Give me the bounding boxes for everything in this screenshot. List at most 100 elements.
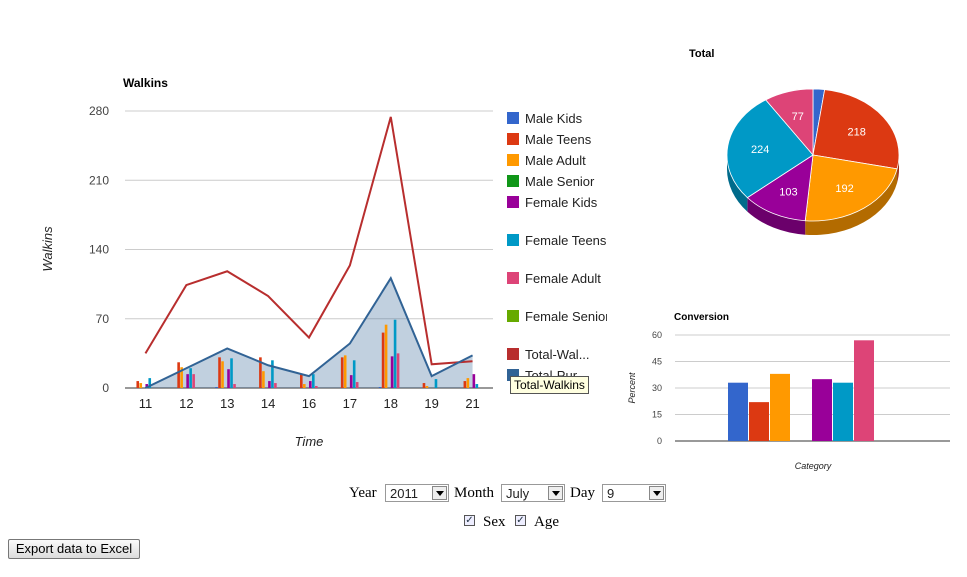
bar: [227, 369, 230, 388]
day-select[interactable]: 9: [602, 484, 666, 502]
pie-slice-label: 224: [751, 144, 769, 156]
legend-label: Male Kids: [525, 111, 583, 126]
export-to-excel-button[interactable]: Export data to Excel: [8, 539, 140, 559]
bar: [192, 374, 195, 388]
bar: [355, 382, 359, 388]
bar: [312, 374, 315, 388]
legend-label: Male Teens: [525, 132, 592, 147]
legend-label: Male Senior: [525, 174, 595, 189]
walkins-y-axis-label: Walkins: [40, 226, 55, 272]
legend-swatch: [507, 175, 519, 187]
area-fill: [145, 278, 473, 388]
x-tick-label: 16: [302, 396, 316, 411]
legend-label: Female Teens: [525, 233, 607, 248]
day-select-value: 9: [607, 486, 615, 501]
x-tick-label: 19: [424, 396, 438, 411]
x-tick-label: 21: [465, 396, 479, 411]
bar: [463, 381, 467, 388]
bar: [770, 373, 790, 441]
bar: [177, 362, 180, 388]
conversion-chart-title: Conversion: [674, 312, 730, 323]
bar: [262, 371, 265, 388]
bar: [833, 382, 853, 441]
sex-checkbox-label: Sex: [483, 514, 506, 530]
pie-slice: [765, 88, 814, 157]
bar: [422, 383, 426, 388]
bar: [145, 384, 149, 388]
chevron-down-icon: [432, 486, 447, 500]
year-label: Year: [349, 485, 377, 501]
bar: [390, 356, 394, 388]
bar: [215, 387, 218, 388]
bar: [349, 375, 353, 388]
check-icon: ✓: [465, 515, 474, 526]
bar: [300, 374, 303, 388]
y-tick-label: 280: [89, 104, 109, 118]
sex-checkbox[interactable]: ✓: [464, 515, 475, 526]
legend-label: Female Senior: [525, 309, 607, 324]
month-label: Month: [454, 485, 495, 501]
bar: [378, 387, 382, 388]
bar: [186, 374, 189, 388]
pie-chart[interactable]: 218 192 103 224 77: [715, 80, 915, 250]
bar: [148, 378, 152, 388]
pie-slice-label: 192: [835, 183, 853, 195]
bar: [230, 358, 233, 388]
pie-slice: [804, 154, 898, 222]
bar: [472, 374, 476, 388]
y-tick-label: 0: [657, 436, 662, 446]
walkins-x-axis-label: Time: [295, 434, 324, 449]
pie-slice: [726, 99, 814, 199]
bar: [233, 384, 236, 388]
month-select[interactable]: July: [501, 484, 565, 502]
bar: [309, 381, 312, 388]
pie-side: [727, 155, 748, 212]
pie-slice: [812, 89, 900, 170]
bar: [466, 378, 470, 388]
y-tick-label: 15: [652, 410, 662, 420]
x-tick-label: 12: [179, 396, 193, 411]
x-tick-label: 18: [384, 396, 398, 411]
legend-label: Female Kids: [525, 195, 598, 210]
bar: [393, 319, 397, 388]
series-line: [144, 116, 473, 366]
age-checkbox[interactable]: ✓: [515, 515, 526, 526]
bar: [221, 361, 224, 388]
bar: [303, 384, 306, 388]
series-tooltip: Total-Walkins: [510, 376, 589, 394]
pie-slice-label: 218: [847, 127, 865, 139]
conversion-x-axis-label: Category: [795, 461, 832, 471]
pie-slice-label: 103: [779, 186, 797, 198]
bar: [396, 353, 400, 388]
conversion-y-axis-label: Percent: [627, 372, 637, 404]
series-line: [145, 276, 474, 389]
bar: [384, 324, 388, 388]
y-tick-label: 140: [89, 243, 109, 257]
conversion-chart[interactable]: 0 15 30 45 60 Percent Category: [620, 320, 960, 480]
legend-swatch: [507, 234, 519, 246]
bar: [343, 355, 347, 388]
year-select[interactable]: 2011: [385, 484, 449, 502]
bar: [259, 357, 262, 388]
bar: [854, 340, 874, 441]
legend-swatch: [507, 348, 519, 360]
legend-swatch: [507, 196, 519, 208]
bar: [340, 357, 344, 388]
bar: [749, 402, 769, 441]
y-tick-label: 30: [652, 383, 662, 393]
chevron-down-icon: [649, 486, 664, 500]
bar: [136, 381, 140, 388]
bar: [189, 368, 192, 388]
pie-side: [747, 197, 806, 235]
pie-slice: [746, 154, 814, 222]
x-tick-label: 14: [261, 396, 275, 411]
pie-side: [805, 168, 898, 235]
bar: [180, 367, 183, 388]
bar: [139, 383, 143, 388]
chevron-down-icon: [548, 486, 563, 500]
bar: [352, 360, 356, 388]
check-icon: ✓: [516, 515, 525, 526]
year-select-value: 2011: [390, 486, 418, 501]
bar: [271, 360, 274, 388]
